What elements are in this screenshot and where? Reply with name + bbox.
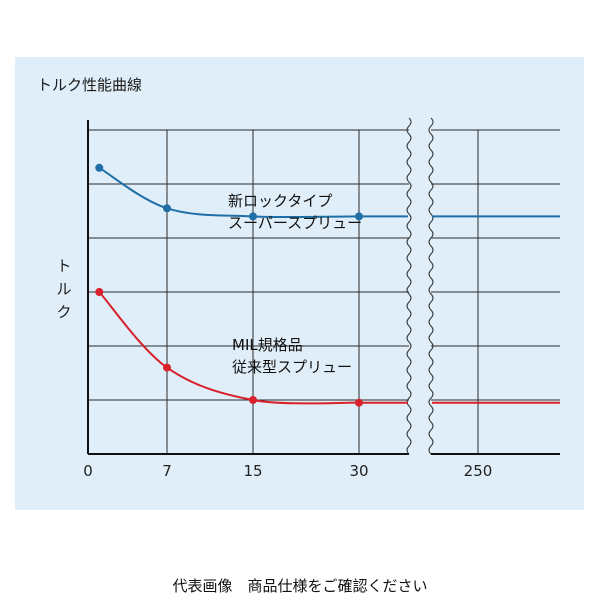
y-axis-label-char: ク	[56, 303, 71, 321]
x-tick-label: 0	[83, 462, 93, 480]
footer-caption: 代表画像 商品仕様をご確認ください	[172, 577, 428, 595]
data-point	[249, 396, 257, 404]
axis-break-right	[428, 117, 434, 455]
data-point	[95, 163, 104, 172]
data-point	[95, 288, 104, 296]
chart-title: トルク性能曲線	[37, 76, 143, 94]
series-line	[98, 166, 408, 218]
series-label: MIL規格品	[232, 336, 303, 354]
data-point	[249, 212, 257, 221]
y-axis-label-char: ト	[56, 257, 71, 275]
x-tick-label: 15	[243, 462, 262, 480]
chart-background	[15, 57, 584, 510]
x-tick-label: 250	[464, 462, 493, 480]
series-label: スーパースプリュー	[228, 214, 362, 232]
data-point	[355, 212, 363, 221]
series-label: 新ロックタイプ	[228, 192, 332, 210]
series-line	[98, 291, 408, 405]
axis-break-left	[406, 117, 412, 455]
data-point	[163, 204, 171, 213]
series-label: 従来型スプリュー	[232, 358, 352, 376]
x-tick-label: 7	[162, 462, 172, 480]
x-tick-label: 30	[349, 462, 368, 480]
data-point	[163, 363, 171, 372]
data-point	[355, 398, 363, 407]
y-axis-label-char: ル	[56, 280, 71, 298]
